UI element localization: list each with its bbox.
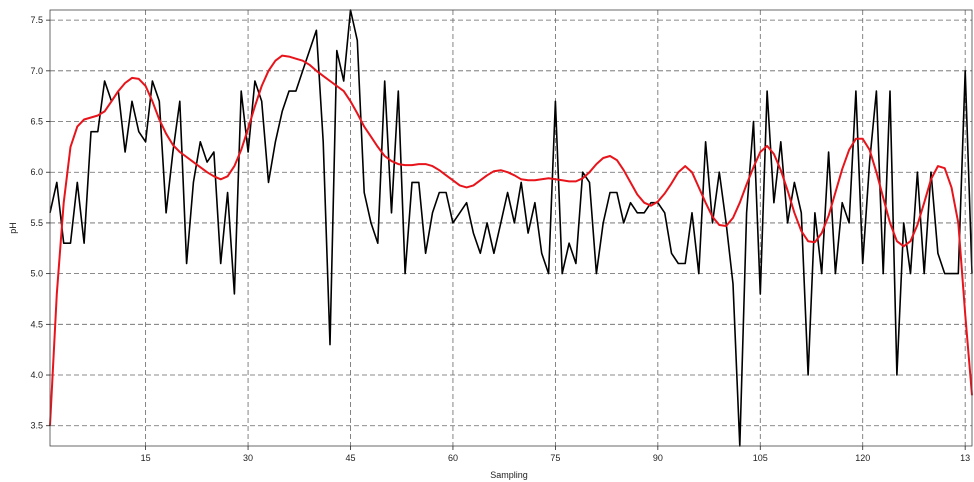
x-tick-label: 15 [141, 453, 151, 463]
x-axis-label: Sampling [490, 470, 528, 480]
plot-border [49, 9, 973, 447]
y-tick-label: 5.0 [30, 269, 43, 279]
grid-lines [50, 10, 972, 446]
y-tick-label: 7.0 [30, 66, 43, 76]
x-axis-ticks: 15 30 45 60 75 90 105 120 13 [141, 446, 970, 463]
y-axis-label: pH [8, 222, 18, 234]
y-tick-label: 3.5 [30, 421, 43, 431]
observed-series-line [49, 9, 973, 447]
smoothed-series-line [49, 54, 973, 426]
plot-frame [49, 9, 973, 447]
x-tick-label: 105 [753, 453, 768, 463]
y-tick-label: 6.5 [30, 117, 43, 127]
x-tick-label: 60 [448, 453, 458, 463]
y-axis-ticks: 3.5 4.0 4.5 5.0 5.5 6.0 6.5 7.0 7.5 [30, 15, 50, 431]
x-tick-label: 30 [243, 453, 253, 463]
y-tick-label: 7.5 [30, 15, 43, 25]
x-tick-label: 90 [653, 453, 663, 463]
x-tick-label: 13 [960, 453, 970, 463]
y-tick-label: 6.0 [30, 167, 43, 177]
y-tick-label: 4.0 [30, 370, 43, 380]
y-tick-label: 5.5 [30, 218, 43, 228]
x-tick-label: 45 [345, 453, 355, 463]
series-layer [49, 9, 973, 447]
x-tick-label: 120 [855, 453, 870, 463]
y-tick-label: 4.5 [30, 319, 43, 329]
x-tick-label: 75 [550, 453, 560, 463]
